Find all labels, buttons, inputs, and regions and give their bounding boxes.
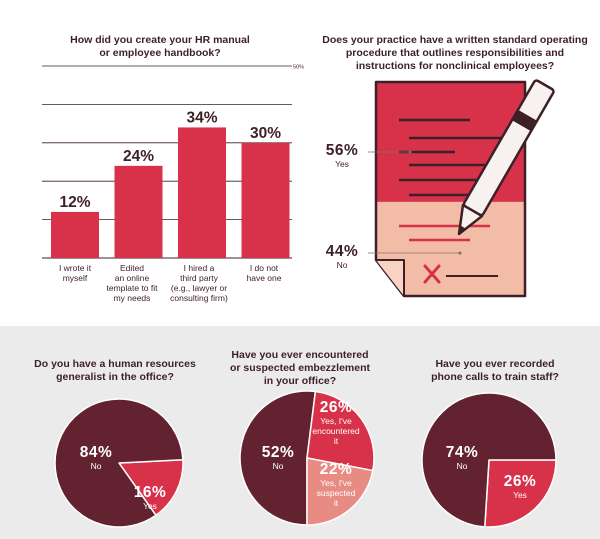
- handbook-chart-title: How did you create your HR manual or emp…: [70, 34, 250, 59]
- bar: [114, 165, 163, 258]
- sop-chart-title: Does your practice have a written standa…: [322, 34, 588, 72]
- embezzlement-title: Have you ever encountered or suspected e…: [229, 349, 371, 387]
- signature-x-mark: [423, 264, 441, 284]
- bar: [241, 142, 290, 258]
- sop-yes-percent: 56%: [325, 142, 359, 159]
- bar: [51, 211, 99, 258]
- hr-yes-annotation: 16% Yes: [128, 484, 172, 512]
- sop-yes-label: Yes: [335, 159, 349, 169]
- pie-slice: [484, 459, 557, 528]
- sop-yes-annotation: 56% Yes: [316, 142, 368, 170]
- emb-no-annotation: 52% No: [256, 444, 300, 472]
- pen-icon: [457, 79, 555, 236]
- sop-no-label: No: [336, 260, 348, 270]
- phone-no-percent: 74%: [445, 444, 479, 461]
- yes-leader-dot: [408, 150, 412, 154]
- phone-yes-label: Yes: [513, 490, 527, 500]
- bar-value-label: 24%: [123, 148, 154, 165]
- pie-slice: [239, 390, 317, 526]
- bar-category-label: I do not have one: [246, 263, 282, 283]
- sop-no-percent: 44%: [325, 243, 359, 260]
- pie-slice: [306, 390, 375, 472]
- hr-yes-label: Yes: [143, 501, 157, 511]
- phone-yes-annotation: 26% Yes: [498, 473, 542, 501]
- document-fold: [376, 259, 405, 296]
- pie-slice: [421, 392, 557, 528]
- phone-yes-percent: 26%: [503, 473, 537, 490]
- emb-encountered-annotation: 26% Yes, I've encountered it: [306, 399, 366, 447]
- hr-no-percent: 84%: [79, 444, 113, 461]
- no-leader-dot: [458, 251, 462, 255]
- emb-suspected-label: Yes, I've suspected it: [316, 478, 356, 508]
- emb-no-percent: 52%: [261, 444, 295, 461]
- bar-category-label: I wrote it myself: [58, 263, 92, 283]
- bar-category-label: Edited an online template to fit my need…: [106, 263, 158, 303]
- pen-band: [511, 109, 538, 132]
- pie-slice: [54, 398, 184, 528]
- pie-slice: [306, 457, 374, 526]
- y-max-tick-label: 50%: [293, 65, 304, 71]
- bar-value-label: 12%: [59, 194, 90, 211]
- hr-yes-percent: 16%: [133, 484, 167, 501]
- bar: [178, 127, 226, 258]
- emb-no-label: No: [272, 461, 284, 471]
- document-outline: [374, 80, 527, 298]
- pie-slice: [118, 459, 184, 517]
- pen-nib: [459, 225, 466, 234]
- phone-no-annotation: 74% No: [440, 444, 484, 472]
- bar-value-label: 30%: [250, 125, 281, 142]
- phone-no-label: No: [456, 461, 468, 471]
- phone-calls-title: Have you ever recorded phone calls to tr…: [431, 358, 559, 383]
- sop-no-annotation: 44% No: [316, 243, 368, 271]
- emb-encountered-percent: 26%: [319, 399, 353, 416]
- bar-value-label: 34%: [186, 109, 217, 126]
- hr-no-annotation: 84% No: [74, 444, 118, 472]
- emb-encountered-label: Yes, I've encountered it: [312, 416, 360, 446]
- pen-tip: [457, 203, 484, 236]
- emb-suspected-percent: 22%: [319, 461, 353, 478]
- hr-no-label: No: [90, 461, 102, 471]
- emb-suspected-annotation: 22% Yes, I've suspected it: [306, 461, 366, 509]
- bar-category-label: I hired a third party (e.g., lawyer or c…: [170, 263, 228, 303]
- hr-generalist-title: Do you have a human resources generalist…: [34, 358, 196, 383]
